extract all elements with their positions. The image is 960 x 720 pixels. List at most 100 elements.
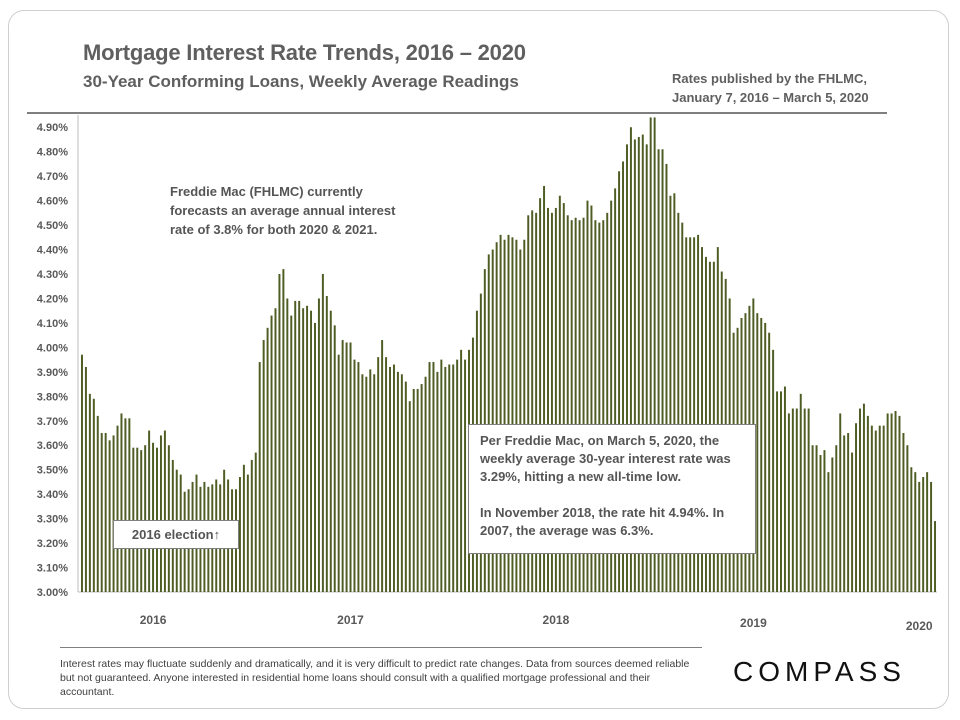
source-note: Rates published by the FHLMC, January 7,… — [672, 69, 869, 107]
rate-bar — [357, 362, 360, 592]
rate-bar — [250, 459, 253, 592]
header-divider — [27, 112, 887, 114]
rate-bar — [657, 149, 660, 592]
rate-bar — [104, 433, 107, 592]
rate-bar — [460, 349, 463, 592]
rate-bar — [783, 386, 786, 592]
rate-bar — [96, 415, 99, 592]
rate-bar — [124, 418, 127, 592]
rate-bar — [847, 433, 850, 592]
rate-bar — [262, 340, 265, 592]
rate-bar — [428, 362, 431, 592]
y-tick-label: 4.60% — [37, 196, 68, 208]
rate-bar — [550, 212, 553, 592]
rate-bar — [574, 217, 577, 593]
rate-bar — [120, 413, 123, 592]
rate-bar — [136, 447, 139, 592]
rate-bar — [404, 381, 407, 592]
rate-bar — [163, 430, 166, 592]
rate-bar — [590, 205, 593, 592]
rate-bar — [780, 391, 782, 592]
rate-bar — [859, 408, 861, 592]
rate-bar — [823, 450, 826, 592]
y-tick-label: 3.00% — [37, 587, 68, 599]
rate-bar — [353, 359, 356, 592]
rate-bar — [128, 418, 131, 592]
rate-bar — [266, 327, 269, 592]
rate-bar — [760, 318, 763, 592]
rate-bar — [716, 247, 719, 592]
rate-bar — [843, 435, 846, 592]
rate-bar — [254, 452, 257, 592]
rate-bar — [507, 234, 510, 593]
rate-bar — [349, 342, 352, 592]
rate-bar — [697, 234, 700, 593]
rate-bar — [88, 393, 91, 592]
rate-bar — [914, 472, 917, 592]
rate-bar — [286, 298, 289, 592]
rate-bar — [622, 161, 625, 593]
y-tick-label: 4.40% — [37, 245, 68, 257]
disclaimer-text: Interest rates may fluctuate suddenly an… — [60, 658, 690, 698]
rate-bar — [527, 215, 530, 593]
rate-bar — [116, 425, 119, 592]
rate-bar — [515, 239, 518, 592]
rate-bar — [432, 362, 435, 592]
y-tick-label: 3.20% — [37, 538, 68, 550]
rate-bar — [693, 237, 696, 592]
callout-paragraph-2: In November 2018, the rate hit 4.94%. In… — [480, 505, 725, 538]
rate-bar — [329, 310, 332, 592]
rate-bar — [890, 413, 893, 592]
rate-bar — [341, 340, 344, 592]
y-tick-label: 4.80% — [37, 147, 68, 159]
rate-bar — [756, 313, 759, 592]
rate-bar — [835, 445, 838, 592]
rate-bar — [886, 413, 889, 592]
rate-bar — [566, 215, 569, 593]
rate-bar — [448, 364, 451, 592]
election-label: 2016 election↑ — [113, 520, 239, 549]
rate-bar — [878, 425, 881, 592]
rate-bar — [673, 193, 676, 592]
footer-divider — [60, 647, 702, 648]
rate-bar — [274, 308, 277, 592]
rate-bar — [866, 415, 869, 592]
rate-bar — [258, 362, 261, 592]
rate-bar — [337, 354, 340, 592]
y-tick-label: 3.60% — [37, 440, 68, 452]
y-tick-label: 3.70% — [37, 416, 68, 428]
rate-bar — [586, 200, 589, 592]
rate-bar — [851, 452, 854, 592]
rate-bar — [803, 408, 806, 592]
rate-bar — [625, 144, 628, 592]
forecast-note: Freddie Mac (FHLMC) currently forecasts … — [166, 181, 429, 240]
rate-bar — [910, 467, 913, 592]
rate-bar — [641, 134, 644, 592]
rate-bar — [827, 472, 830, 592]
rate-bar — [578, 220, 581, 592]
rate-bar — [361, 374, 364, 592]
rate-bar — [665, 163, 668, 593]
rate-bar — [381, 340, 384, 592]
rate-bar — [314, 322, 316, 592]
source-line-2: January 7, 2016 – March 5, 2020 — [672, 90, 869, 105]
rate-bar — [685, 237, 688, 592]
rate-bar — [934, 521, 937, 592]
x-year-label: 2019 — [740, 616, 767, 630]
rate-bar — [764, 322, 767, 592]
rate-bar — [906, 445, 909, 592]
y-tick-label: 4.70% — [37, 171, 68, 183]
rate-bar — [614, 188, 617, 592]
rate-bar — [400, 374, 403, 592]
rate-bar — [539, 198, 542, 593]
rate-bar — [926, 472, 929, 592]
rate-bar — [159, 435, 162, 592]
rate-bar — [554, 207, 557, 592]
rate-bar — [290, 315, 293, 592]
rate-bar — [598, 222, 601, 592]
rate-bar — [898, 415, 901, 592]
rate-bar — [412, 388, 415, 592]
rate-bar — [495, 242, 498, 592]
callout-paragraph-1: Per Freddie Mac, on March 5, 2020, the w… — [480, 433, 731, 484]
